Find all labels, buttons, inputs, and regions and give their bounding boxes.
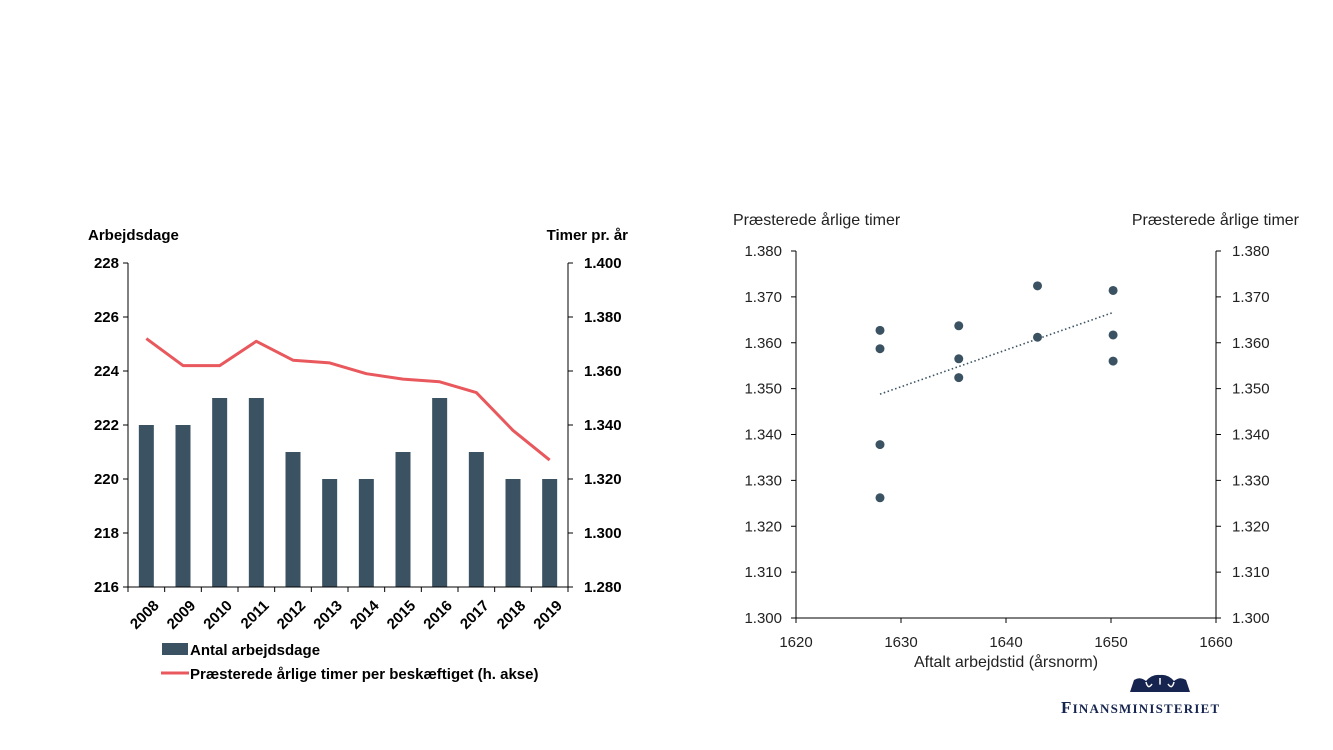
scatter-right-tick-label: 1.380 — [1232, 243, 1270, 260]
logo-text: FINANSMINISTERIET — [1061, 698, 1220, 717]
scatter-points — [875, 281, 1118, 503]
right-tick-label: 1.380 — [584, 309, 622, 326]
scatter-point — [954, 321, 964, 331]
scatter-right-tick-label: 1.310 — [1232, 564, 1270, 581]
scatter-left-axis-title: Præsterede årlige timer — [733, 211, 901, 229]
trendline — [879, 311, 1114, 395]
scatter-left-tick-label: 1.350 — [744, 381, 782, 398]
x-tick-label: 2010 — [200, 597, 236, 633]
right-tick-label: 1.340 — [584, 417, 622, 434]
left-tick-label: 224 — [94, 363, 120, 380]
left-chart: Arbejdsdage Timer pr. år 216 218 220 222 224… — [88, 227, 628, 683]
right-axis-title: Timer pr. år — [547, 227, 629, 244]
bar-2018 — [505, 479, 521, 587]
scatter-right-axis-title: Præsterede årlige timer — [1132, 211, 1300, 229]
scatter-axes — [791, 250, 1221, 623]
x-tick-label: 2019 — [530, 597, 566, 633]
right-tick-label: 1.400 — [584, 255, 622, 272]
legend-bar-swatch — [162, 643, 188, 655]
hours-line — [145, 337, 551, 462]
left-tick-label: 220 — [94, 471, 119, 488]
scatter-right-tick-label: 1.350 — [1232, 381, 1270, 398]
trend-line — [879, 311, 1114, 395]
bar-2019 — [542, 479, 558, 587]
scatter-x-tick-label: 1660 — [1199, 634, 1232, 651]
scatter-point — [1108, 285, 1118, 295]
bar-2017 — [468, 452, 484, 587]
scatter-left-tick-label: 1.340 — [744, 427, 782, 444]
scatter-right-tick-label: 1.340 — [1232, 427, 1270, 444]
finansministeriet-logo: FINANSMINISTERIET — [1061, 674, 1220, 717]
left-tick-label: 226 — [94, 309, 119, 326]
scatter-left-tick-label: 1.380 — [744, 243, 782, 260]
right-tick-label: 1.300 — [584, 525, 622, 542]
scatter-x-axis-title: Aftalt arbejdstid (årsnorm) — [914, 653, 1098, 671]
scatter-x-tick-label: 1650 — [1094, 634, 1127, 651]
scatter-point — [954, 373, 964, 383]
bar-2009 — [175, 425, 191, 587]
bar-2013 — [322, 479, 338, 587]
x-tick-label: 2009 — [164, 597, 200, 633]
bar-series — [138, 398, 558, 587]
x-tick-label: 2014 — [347, 597, 383, 633]
scatter-point — [1033, 281, 1042, 291]
right-tick-label: 1.280 — [584, 579, 622, 596]
legend-bar-label: Antal arbejdsdage — [190, 642, 320, 659]
scatter-point — [875, 493, 885, 503]
left-tick-label: 218 — [94, 525, 119, 542]
scatter-left-tick-label: 1.310 — [744, 564, 782, 581]
legend-line-label: Præsterede årlige timer per beskæftiget … — [190, 666, 538, 683]
x-tick-label: 2011 — [238, 597, 273, 632]
line-series — [145, 337, 551, 462]
right-tick-label: 1.360 — [584, 363, 622, 380]
scatter-point — [1108, 356, 1118, 366]
scatter-x-tick-label: 1640 — [989, 634, 1022, 651]
crown-icon — [1130, 674, 1190, 692]
scatter-point — [1108, 330, 1118, 340]
legend: Antal arbejdsdage Præsterede årlige time… — [161, 642, 538, 683]
scatter-right-tick-label: 1.330 — [1232, 472, 1270, 489]
x-tick-label: 2018 — [494, 597, 530, 633]
right-chart: Præsterede årlige timer Præsterede årlig… — [733, 211, 1300, 671]
bar-2010 — [212, 398, 228, 587]
scatter-x-tick-label: 1620 — [779, 634, 812, 651]
x-tick-label: 2017 — [457, 597, 493, 633]
scatter-right-tick-label: 1.320 — [1232, 518, 1270, 535]
left-axis-title: Arbejdsdage — [88, 227, 179, 244]
x-tick-label: 2013 — [310, 597, 346, 633]
bar-2016 — [432, 398, 448, 587]
bar-2012 — [285, 452, 301, 587]
scatter-point — [875, 325, 885, 335]
x-tick-label: 2015 — [384, 597, 420, 633]
scatter-left-tick-label: 1.330 — [744, 472, 782, 489]
bar-2011 — [248, 398, 264, 587]
scatter-right-tick-label: 1.360 — [1232, 335, 1270, 352]
scatter-left-tick-label: 1.370 — [744, 289, 782, 306]
x-tick-label: 2012 — [274, 597, 310, 633]
axes — [123, 262, 573, 592]
scatter-point — [1033, 332, 1042, 342]
scatter-point — [875, 344, 885, 354]
scatter-x-tick-label: 1630 — [884, 634, 917, 651]
scatter-right-tick-label: 1.370 — [1232, 289, 1270, 306]
bar-2015 — [395, 452, 411, 587]
scatter-point — [875, 440, 885, 450]
scatter-left-tick-label: 1.360 — [744, 335, 782, 352]
x-tick-label: 2008 — [127, 597, 163, 633]
scatter-left-tick-label: 1.320 — [744, 518, 782, 535]
left-tick-label: 222 — [94, 417, 119, 434]
scatter-tick-labels: 1.300 1.300 1.310 1.310 1.320 1.320 1.330 1.330… — [744, 243, 1269, 651]
left-tick-label: 228 — [94, 255, 119, 272]
bar-2008 — [138, 425, 154, 587]
x-tick-label: 2016 — [420, 597, 456, 633]
scatter-point — [954, 354, 964, 364]
scatter-right-tick-label: 1.300 — [1232, 610, 1270, 627]
bar-2014 — [358, 479, 374, 587]
right-tick-label: 1.320 — [584, 471, 622, 488]
left-tick-label: 216 — [94, 579, 119, 596]
scatter-left-tick-label: 1.300 — [744, 610, 782, 627]
